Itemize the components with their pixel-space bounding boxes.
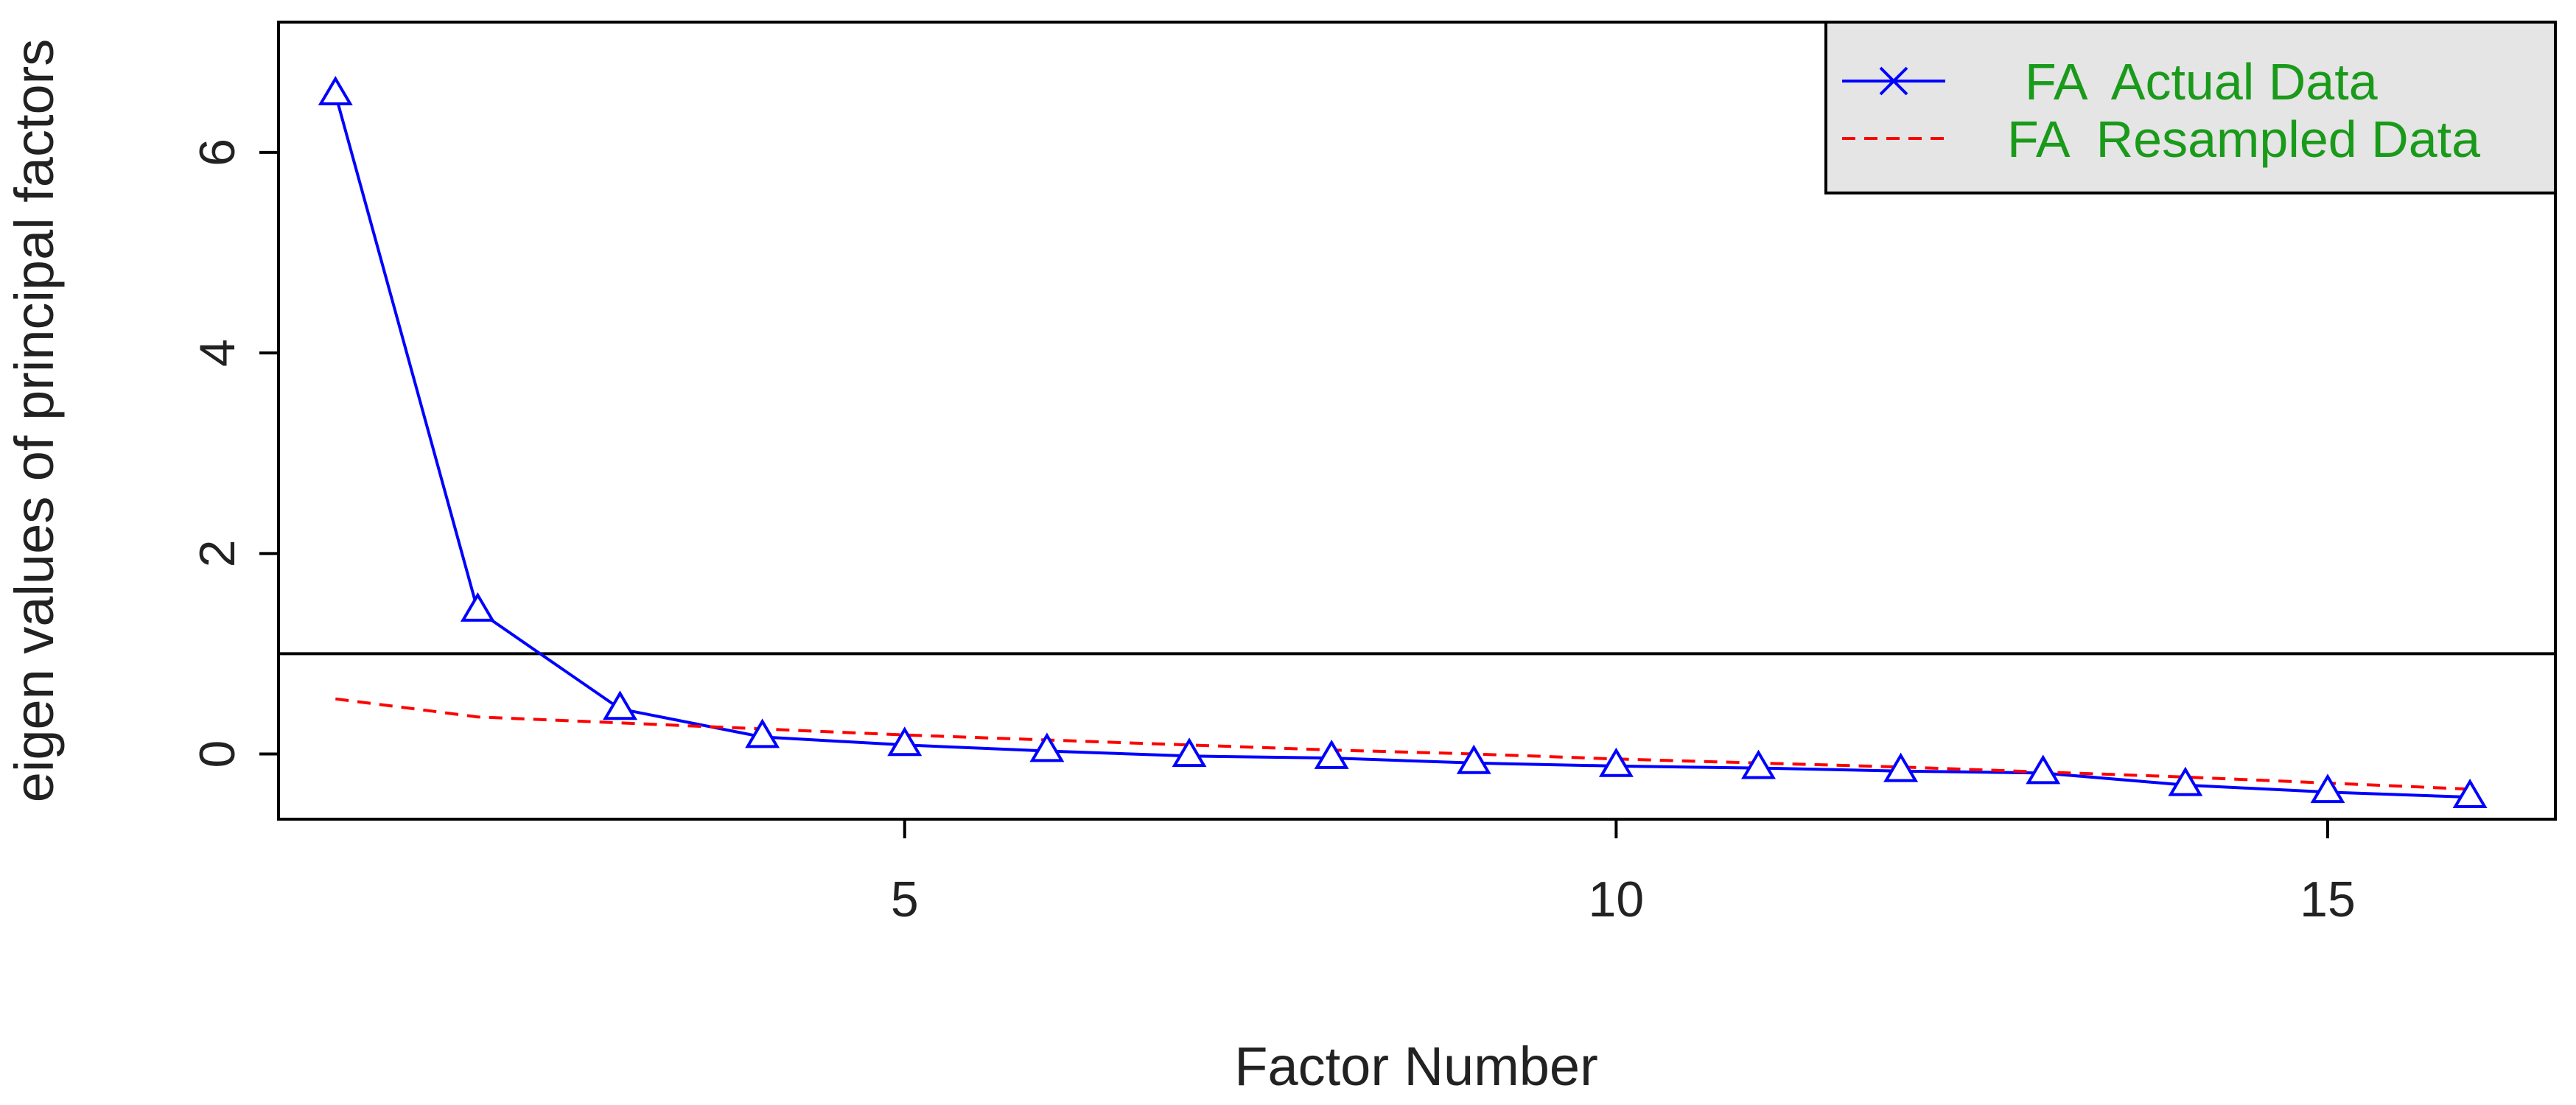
data-point-actual — [1598, 747, 1634, 777]
data-point-actual — [1029, 732, 1065, 762]
legend-label-resampled: FA Resampled Data — [2007, 110, 2480, 168]
legend-label-actual: FA Actual Data — [2025, 53, 2378, 110]
data-point-actual — [460, 592, 495, 622]
x-tick-label: 5 — [891, 871, 919, 927]
data-point-actual — [1741, 749, 1776, 779]
y-tick-label: 6 — [189, 138, 245, 166]
data-point-actual — [1314, 739, 1349, 769]
data-point-actual — [1883, 752, 1919, 782]
data-point-actual — [2452, 779, 2488, 808]
data-point-actual — [1456, 744, 1491, 774]
data-point-actual — [887, 726, 923, 757]
series-line-actual — [334, 94, 2471, 799]
plot-frame — [277, 21, 2557, 821]
data-point-actual — [745, 718, 780, 748]
data-point-actual — [603, 690, 637, 720]
y-tick-label: 4 — [189, 339, 245, 367]
legend-box — [1824, 21, 2557, 194]
x-axis-title: Factor Number — [1234, 1036, 1597, 1097]
data-point-actual — [2026, 754, 2061, 785]
x-tick-label: 15 — [2300, 871, 2356, 927]
series-line-resampled — [335, 697, 2471, 791]
data-point-actual — [2168, 766, 2203, 796]
x-tick-label: 10 — [1589, 871, 1645, 927]
y-tick-label: 2 — [189, 539, 245, 567]
legend: FA Actual Data FA Resampled Data — [1824, 21, 2557, 194]
y-axis-title: eigen values of principal factors — [4, 39, 65, 803]
legend-cross-icon — [1879, 66, 1908, 96]
data-point-actual — [1172, 737, 1207, 768]
y-tick-label: 0 — [189, 740, 245, 768]
data-point-actual — [318, 75, 353, 105]
data-point-actual — [2310, 774, 2345, 804]
